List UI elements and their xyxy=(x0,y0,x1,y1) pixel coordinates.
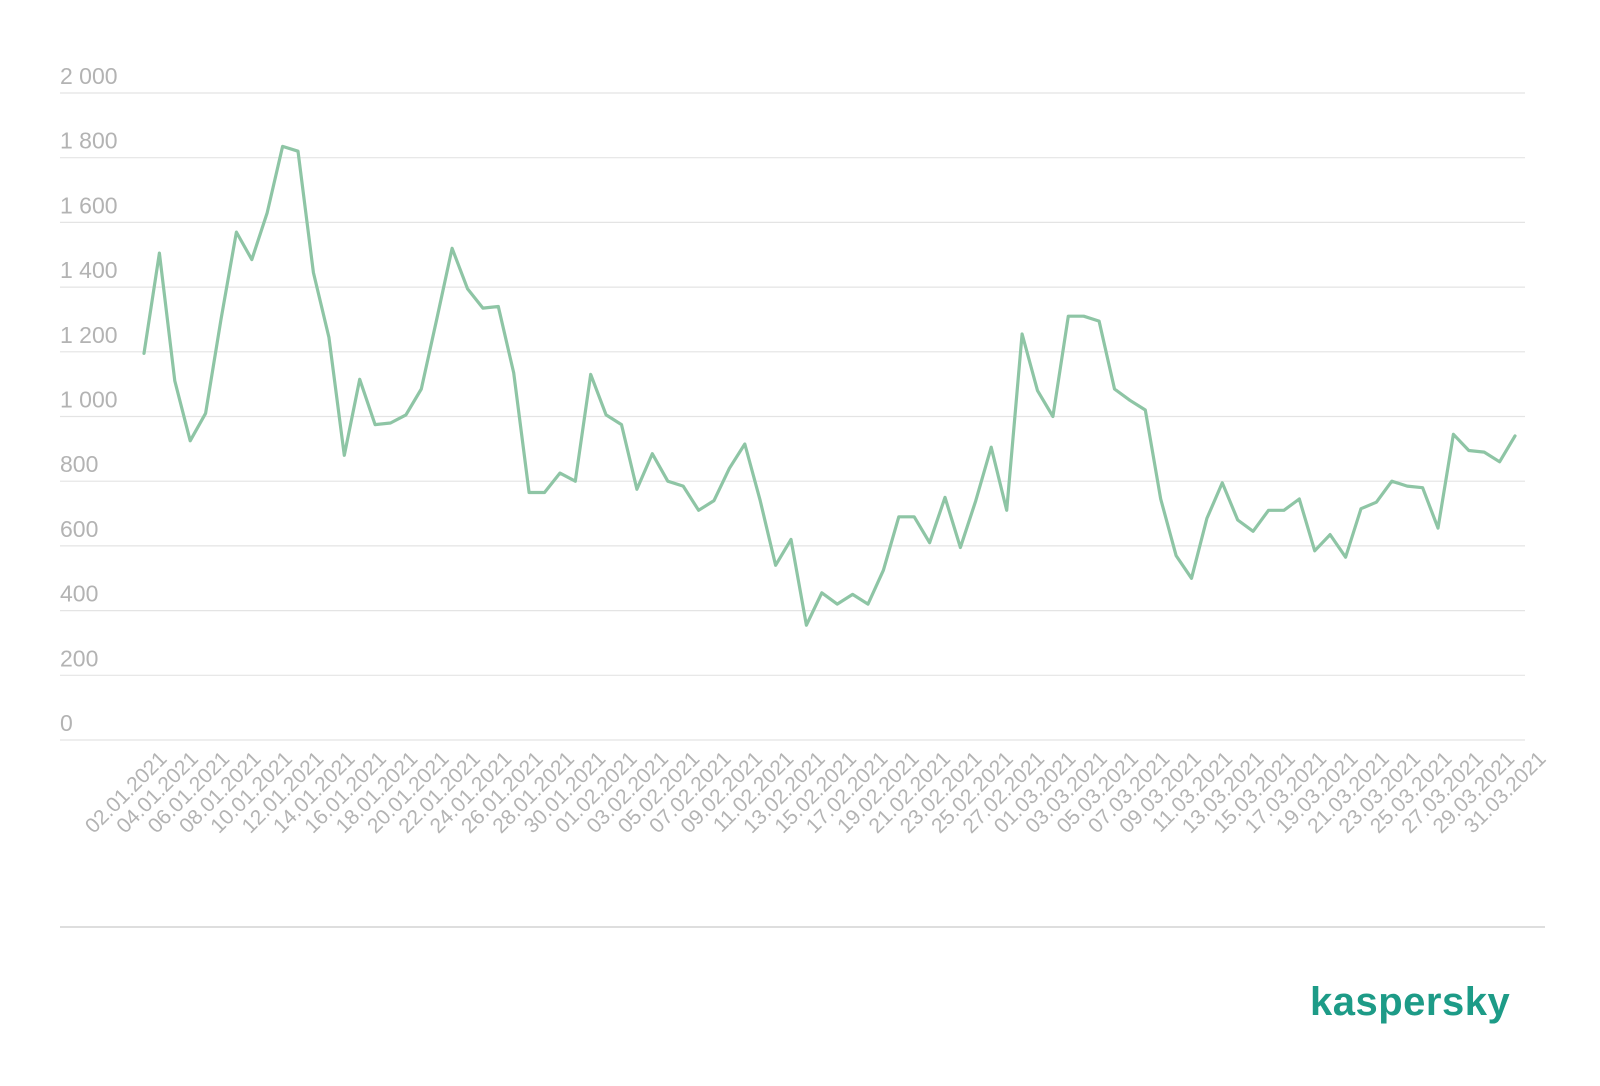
y-tick-label: 800 xyxy=(60,451,98,477)
series-line xyxy=(142,144,1517,627)
y-tick-label: 600 xyxy=(60,516,98,542)
gridlines xyxy=(60,92,1525,741)
y-tick-label: 0 xyxy=(60,710,73,736)
y-tick-label: 1 400 xyxy=(60,257,118,283)
y-tick-label: 400 xyxy=(60,581,98,607)
y-tick-label: 1 200 xyxy=(60,322,118,348)
kaspersky-logo: kaspersky xyxy=(1310,980,1511,1024)
y-axis-ticks: 0 200 400 600 800 1 000 1 200 1 400 1 600 1 800 2 … xyxy=(60,63,118,736)
y-tick-label: 1 000 xyxy=(60,387,118,413)
x-axis-ticks: 02.01.202104.01.202106.01.202108.01.2021… xyxy=(81,747,1551,838)
y-tick-label: 1 600 xyxy=(60,192,118,218)
y-tick-label: 200 xyxy=(60,645,98,671)
y-tick-label: 1 800 xyxy=(60,128,118,154)
y-tick-label: 2 000 xyxy=(60,63,118,89)
